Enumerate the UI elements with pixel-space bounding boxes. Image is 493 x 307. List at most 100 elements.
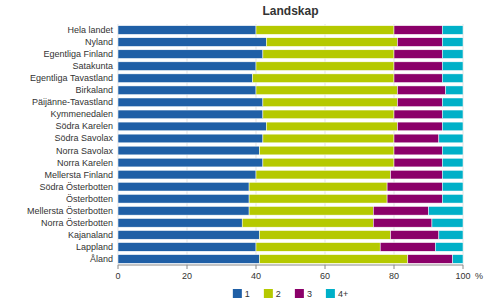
bar-segment <box>118 170 256 179</box>
bar-segment <box>442 158 463 167</box>
legend: 1234+ <box>233 289 348 299</box>
category-label: Södra Savolax <box>54 133 113 143</box>
bar-segment <box>394 62 442 71</box>
bar-segment <box>118 38 266 47</box>
bar-segment <box>256 243 380 252</box>
bar-segment <box>256 170 391 179</box>
legend-item: 4+ <box>326 289 348 299</box>
bar-segment <box>435 243 463 252</box>
bar-segment <box>118 218 242 227</box>
x-tick-label: 40 <box>251 271 261 281</box>
grid-line <box>118 24 119 265</box>
bar-segment <box>266 122 397 131</box>
x-tick-label: 80 <box>389 271 399 281</box>
bar-segment <box>259 231 390 240</box>
bar-segment <box>118 255 259 264</box>
grid-line <box>463 24 464 265</box>
grid <box>118 24 463 265</box>
chart: 020406080100%Hela landetNylandEgentliga … <box>0 0 493 307</box>
annotation: % <box>475 271 483 281</box>
bar-segment <box>253 74 394 83</box>
bar-segment <box>429 206 464 215</box>
x-tick <box>187 265 188 269</box>
category-label: Kajanaland <box>68 230 113 240</box>
legend-label: 4+ <box>338 289 348 299</box>
bar-segment <box>256 86 397 95</box>
x-axis: 020406080100 <box>115 265 470 281</box>
bar-segment <box>387 182 442 191</box>
bar-segment <box>397 98 442 107</box>
legend-label: 1 <box>245 289 250 299</box>
category-label: Södra Karelen <box>55 121 113 131</box>
category-label: Mellersta Finland <box>44 170 113 180</box>
x-tick <box>325 265 326 269</box>
title: Landskap <box>262 4 318 18</box>
bar-segment <box>259 255 407 264</box>
bar-segment <box>118 231 259 240</box>
category-label: Kymmenedalen <box>50 109 113 119</box>
bar-segment <box>442 26 463 35</box>
category-label: Mellersta Österbotten <box>27 206 113 216</box>
x-tick <box>463 265 464 269</box>
bar-segment <box>394 146 442 155</box>
category-label: Päijänne-Tavastland <box>32 97 113 107</box>
bar-segment <box>118 134 263 143</box>
bar-segment <box>373 206 428 215</box>
category-label: Lappland <box>76 242 113 252</box>
category-label: Birkaland <box>75 85 113 95</box>
x-tick-label: 60 <box>320 271 330 281</box>
legend-item: 1 <box>233 289 250 299</box>
grid-line <box>256 24 257 265</box>
bar-segment <box>432 218 463 227</box>
bar-segment <box>118 110 263 119</box>
bar-segment <box>380 243 435 252</box>
bar-segment <box>387 194 442 203</box>
bar-segment <box>408 255 453 264</box>
bar-segment <box>439 231 463 240</box>
bar-segment <box>442 98 463 107</box>
bar-segment <box>391 231 439 240</box>
category-label: Södra Österbotten <box>39 182 113 192</box>
category-label: Åland <box>90 254 113 264</box>
bar-segment <box>118 146 259 155</box>
category-label: Egentliga Tavastland <box>30 73 113 83</box>
bar-segment <box>394 134 439 143</box>
bar-segment <box>442 62 463 71</box>
category-label: Satakunta <box>72 61 113 71</box>
x-tick <box>394 265 395 269</box>
bar-segment <box>118 86 256 95</box>
x-tick <box>118 265 119 269</box>
bar-segment <box>397 122 442 131</box>
bar-segment <box>394 110 442 119</box>
bar-segment <box>442 170 463 179</box>
bars <box>118 26 463 264</box>
grid-line <box>187 24 188 265</box>
bar-segment <box>394 26 442 35</box>
bar-segment <box>118 243 256 252</box>
y-axis: Hela landetNylandEgentliga FinlandSataku… <box>27 25 114 264</box>
bar-segment <box>263 110 394 119</box>
x-tick <box>256 265 257 269</box>
bar-segment <box>118 158 263 167</box>
bar-segment <box>442 50 463 59</box>
bar-segment <box>442 110 463 119</box>
bar-segment <box>442 38 463 47</box>
bar-segment <box>118 98 263 107</box>
bar-segment <box>263 50 394 59</box>
legend-label: 3 <box>307 289 312 299</box>
bar-segment <box>394 74 442 83</box>
bar-segment <box>442 122 463 131</box>
bar-segment <box>397 86 445 95</box>
bar-segment <box>118 194 249 203</box>
x-tick-label: 20 <box>182 271 192 281</box>
bar-segment <box>249 194 387 203</box>
bar-segment <box>453 255 463 264</box>
bar-segment <box>391 170 443 179</box>
legend-swatch <box>264 289 273 298</box>
legend-item: 3 <box>295 289 312 299</box>
category-label: Hela landet <box>67 25 113 35</box>
bar-segment <box>442 146 463 155</box>
legend-swatch <box>326 289 335 298</box>
bar-segment <box>118 50 263 59</box>
category-label: Norra Österbotten <box>41 218 113 228</box>
